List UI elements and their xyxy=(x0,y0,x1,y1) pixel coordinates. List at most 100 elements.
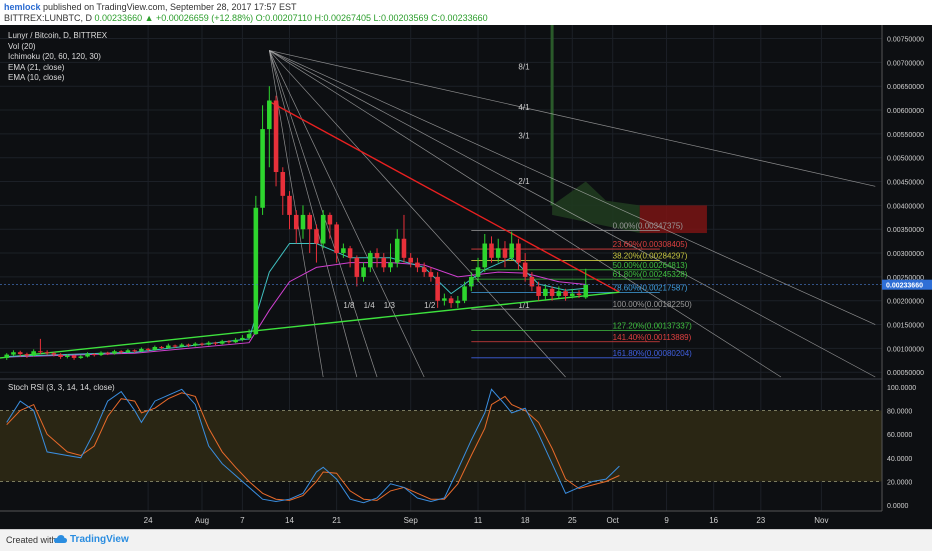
candle-body xyxy=(253,207,259,335)
candle-body xyxy=(455,300,461,304)
legend-item: Ichimoku (20, 60, 120, 30) xyxy=(8,52,101,61)
candle-body xyxy=(394,238,400,263)
stoch-tick-label: 0.0000 xyxy=(887,503,909,510)
candle-body xyxy=(172,345,178,347)
candle-body xyxy=(31,351,36,356)
candles xyxy=(0,86,882,360)
trendlines xyxy=(0,100,620,359)
candle-body xyxy=(442,298,447,301)
price-tick-label: 0.00750000 xyxy=(887,37,924,44)
candle-body xyxy=(246,334,252,338)
time-tick-label: 9 xyxy=(664,516,669,525)
gann-fan-line xyxy=(269,50,782,378)
chart-svg[interactable]: 8/1 4/1 3/1 2/1 1/1 1/2 1/3 1/4 1/8 0.00%(0.0034… xyxy=(0,25,932,529)
price-axis: 0.00750000 0.00700000 0.00650000 0.00600000… xyxy=(881,25,932,529)
candle-body xyxy=(192,343,198,346)
publish-header: hemlock published on TradingView.com, Se… xyxy=(0,0,932,25)
author-link[interactable]: hemlock xyxy=(4,2,41,12)
candle-body xyxy=(549,288,555,296)
price-tick-label: 0.00500000 xyxy=(887,156,924,163)
candle-body xyxy=(347,248,353,258)
candle-body xyxy=(401,238,407,258)
created-with-text: Created with xyxy=(6,535,57,545)
time-tick-label: 24 xyxy=(144,516,153,525)
stoch-band xyxy=(0,410,882,482)
candle-body xyxy=(563,291,568,296)
candle-body xyxy=(368,253,373,268)
candle-body xyxy=(58,354,63,357)
gann-fan-label: 1/1 xyxy=(518,301,530,310)
candle-body xyxy=(361,267,366,277)
stoch-lines xyxy=(6,388,620,504)
time-tick-label: 25 xyxy=(568,516,577,525)
candle-body xyxy=(44,352,50,354)
price-tick-label: 0.00200000 xyxy=(887,299,924,306)
candle-body xyxy=(219,341,225,344)
legend-item: EMA (10, close) xyxy=(8,73,65,82)
stoch-tick-label: 100.0000 xyxy=(887,385,916,392)
candle-body xyxy=(267,100,272,130)
candle-body xyxy=(415,262,420,268)
tradingview-brand[interactable]: TradingView xyxy=(70,534,129,545)
stoch-rsi-label: Stoch RSI (3, 3, 14, 14, close) xyxy=(8,383,115,392)
stoch-zone xyxy=(0,410,882,482)
candle-body xyxy=(233,339,238,343)
time-tick-label: 14 xyxy=(285,516,294,525)
price-tick-label: 0.00350000 xyxy=(887,227,924,234)
stoch-tick-label: 40.0000 xyxy=(887,456,912,463)
time-tick-label: Sep xyxy=(404,516,419,525)
time-tick-label: 23 xyxy=(756,516,765,525)
chart-area[interactable]: 8/1 4/1 3/1 2/1 1/1 1/2 1/3 1/4 1/8 0.00%(0.0034… xyxy=(0,25,932,529)
candle-body xyxy=(132,350,137,352)
legend-item: Lunyr / Bitcoin, D, BITTREX xyxy=(8,31,108,40)
candle-body xyxy=(300,214,306,230)
time-tick-label: 7 xyxy=(240,516,245,525)
candle-body xyxy=(166,345,171,348)
candle-body xyxy=(24,354,30,356)
gann-fan-label: 1/3 xyxy=(384,301,396,310)
candle-body xyxy=(536,286,541,296)
candle-body xyxy=(139,348,144,352)
ichimoku-cloud xyxy=(550,25,707,234)
candle-body xyxy=(341,248,346,254)
candle-body xyxy=(327,214,333,225)
published-text: published on TradingView.com, September … xyxy=(43,2,297,12)
candle-body xyxy=(516,243,521,263)
candle-body xyxy=(556,291,562,296)
candle-body xyxy=(85,354,90,357)
candle-body xyxy=(17,352,23,355)
gann-fan-label: 8/1 xyxy=(518,63,530,72)
candle-body xyxy=(388,262,393,268)
time-axis: 24 Aug 7 14 21 Sep 11 18 25 Oct 9 16 23 Nov xyxy=(0,510,882,525)
candle-body xyxy=(91,354,97,356)
quote-line: BITTREX:LUNBTC, D 0.00233660 ▲ +0.000266… xyxy=(4,13,488,23)
candle-body xyxy=(314,229,319,244)
candle-body xyxy=(421,267,427,273)
gann-fan-line xyxy=(268,50,425,378)
fib-level-label: 127.20%(0.00137337) xyxy=(613,322,693,331)
gann-fan-label: 1/8 xyxy=(343,301,355,310)
candle-body xyxy=(78,356,84,358)
candle-body xyxy=(186,344,191,346)
legend: Lunyr / Bitcoin, D, BITTREX Vol (20) Ich… xyxy=(8,31,107,84)
stoch-tick-label: 20.0000 xyxy=(887,479,912,486)
time-tick-label: Oct xyxy=(606,516,619,525)
stoch-tick-label: 80.0000 xyxy=(887,409,912,416)
candle-body xyxy=(11,352,16,355)
gann-fan: 8/1 4/1 3/1 2/1 1/1 1/2 1/3 1/4 1/8 xyxy=(268,50,876,378)
candle-body xyxy=(462,286,467,301)
price-tick-label: 0.00700000 xyxy=(887,60,924,67)
price-tick-label: 0.00100000 xyxy=(887,346,924,353)
quote-text: 0.00233660 ▲ +0.00026659 (+12.88%) O:0.0… xyxy=(94,13,488,23)
time-tick-label: 16 xyxy=(709,516,718,525)
gann-fan-label: 2/1 xyxy=(518,177,530,186)
candle-body xyxy=(428,272,434,277)
candle-body xyxy=(260,129,265,208)
candle-body xyxy=(71,355,77,358)
fib-level-label: 100.00%(0.00182250) xyxy=(613,300,693,309)
current-price-badge xyxy=(882,279,932,290)
candle-body xyxy=(213,342,218,344)
publish-line: hemlock published on TradingView.com, Se… xyxy=(4,2,297,12)
candle-body xyxy=(38,351,43,353)
gann-fan-line xyxy=(268,50,358,378)
